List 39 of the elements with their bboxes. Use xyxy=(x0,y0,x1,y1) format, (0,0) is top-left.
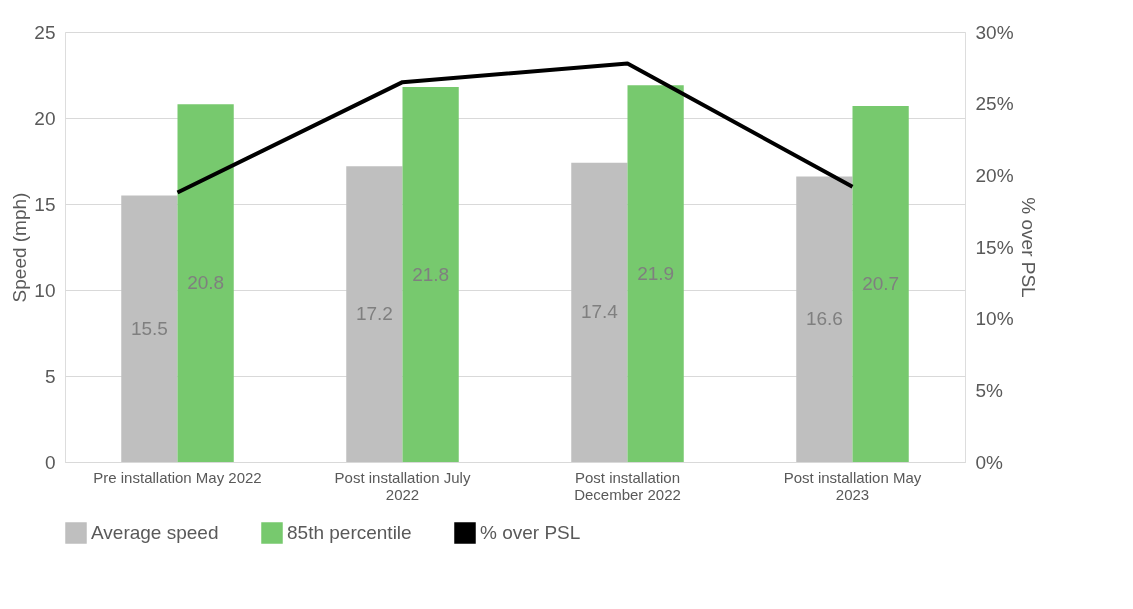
y-tick-label: 25 xyxy=(34,21,56,43)
legend-label: % over PSL xyxy=(480,522,581,543)
y2-tick-label: 0% xyxy=(975,451,1004,473)
y2-tick-label: 20% xyxy=(975,164,1014,186)
data-label: 21.8 xyxy=(412,263,450,285)
data-label: 20.8 xyxy=(187,272,225,294)
y2-axis-title: % over PSL xyxy=(1017,197,1039,298)
y-tick-label: 20 xyxy=(34,107,56,129)
bar xyxy=(627,85,684,462)
y-tick-label: 5 xyxy=(44,365,56,387)
y-tick-label: 10 xyxy=(34,279,56,301)
x-tick-label: Post installation May 2023 xyxy=(783,468,922,503)
legend-label: 85th percentile xyxy=(287,522,412,543)
x-tick-label: Post installation December 2022 xyxy=(574,468,681,503)
legend-label: Average speed xyxy=(91,522,219,543)
data-label: 20.7 xyxy=(862,272,900,294)
y-axis-title: Speed (mph) xyxy=(9,192,31,303)
bar xyxy=(852,105,909,462)
x-tick-label: Pre installation May 2022 xyxy=(93,468,262,486)
y2-tick-label: 30% xyxy=(975,21,1014,43)
y2-tick-label: 25% xyxy=(975,93,1014,115)
bar xyxy=(796,176,853,462)
bar xyxy=(121,195,178,462)
y-tick-label: 0 xyxy=(44,451,56,473)
y2-tick-label: 15% xyxy=(975,236,1014,258)
bar xyxy=(177,104,234,462)
x-tick-label: Post installation July 2022 xyxy=(334,468,471,503)
y2-tick-label: 10% xyxy=(975,308,1014,330)
bar xyxy=(346,166,403,462)
y-tick-label: 15 xyxy=(34,193,56,215)
data-label: 17.4 xyxy=(580,301,619,323)
data-label: 15.5 xyxy=(130,317,168,339)
bar xyxy=(571,162,628,462)
data-label: 16.6 xyxy=(805,308,843,330)
y2-tick-label: 5% xyxy=(975,379,1004,401)
data-label: 21.9 xyxy=(637,262,675,284)
line-series xyxy=(175,61,855,195)
data-label: 17.2 xyxy=(355,303,393,325)
bar xyxy=(402,87,459,462)
